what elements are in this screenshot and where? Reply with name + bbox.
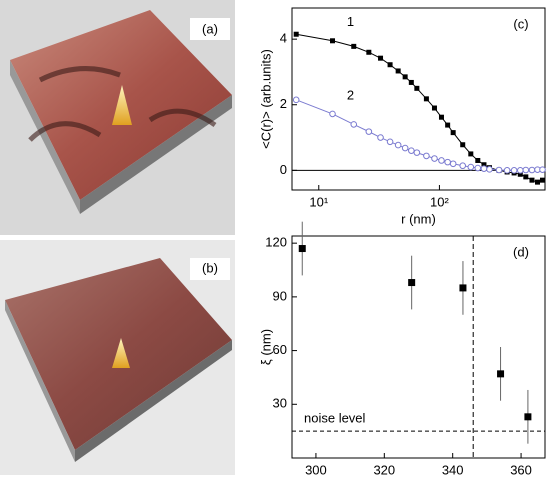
label-box xyxy=(503,242,539,264)
noise-label: noise level xyxy=(304,411,366,426)
marker xyxy=(459,284,467,292)
legend-label: 2 xyxy=(347,87,354,102)
marker xyxy=(293,31,299,37)
marker xyxy=(529,177,535,183)
marker xyxy=(408,79,414,85)
panel-label: (c) xyxy=(513,16,528,31)
label-box xyxy=(190,18,230,40)
marker xyxy=(517,171,523,177)
marker xyxy=(539,166,546,173)
peak-b xyxy=(112,338,130,368)
y-axis-label: ξ (nm) xyxy=(258,329,273,365)
marker xyxy=(395,68,401,74)
marker xyxy=(510,167,518,174)
marker xyxy=(497,370,505,378)
x-axis-label: r (nm) xyxy=(401,211,436,226)
series-line xyxy=(296,33,543,183)
marker xyxy=(330,38,336,44)
marker xyxy=(365,128,373,135)
series-line xyxy=(296,99,543,171)
x-tick-label: 360 xyxy=(510,462,532,475)
marker xyxy=(408,147,415,154)
panel-label: (d) xyxy=(513,244,529,259)
surface-a-valleys xyxy=(28,66,217,142)
marker xyxy=(539,177,545,183)
marker xyxy=(401,144,409,152)
y-tick-label: 0 xyxy=(280,162,287,177)
marker xyxy=(387,62,393,68)
marker xyxy=(474,164,482,172)
x-tick-label: 10¹ xyxy=(309,194,328,209)
marker xyxy=(423,96,429,102)
y-tick-label: 120 xyxy=(265,235,287,250)
marker xyxy=(431,155,438,162)
peak-a xyxy=(112,85,132,125)
marker xyxy=(475,157,481,163)
marker xyxy=(394,141,402,149)
marker xyxy=(480,165,488,172)
marker xyxy=(481,162,487,168)
surface-b-side xyxy=(5,300,75,462)
label-box xyxy=(190,258,230,280)
surface-b-side xyxy=(75,340,232,462)
x-tick-label: 340 xyxy=(442,462,464,475)
marker xyxy=(524,413,532,421)
marker xyxy=(495,166,503,174)
marker xyxy=(449,160,457,168)
marker xyxy=(467,163,475,171)
marker xyxy=(444,158,451,166)
marker xyxy=(329,110,336,118)
marker xyxy=(460,142,466,148)
marker xyxy=(523,174,529,180)
marker xyxy=(413,149,421,156)
surface-a-side xyxy=(80,95,232,214)
marker xyxy=(350,121,358,128)
marker xyxy=(378,55,384,61)
marker xyxy=(522,166,530,174)
marker xyxy=(486,166,493,173)
label-box xyxy=(503,14,539,36)
marker xyxy=(408,279,416,287)
plot-frame xyxy=(291,7,546,191)
marker xyxy=(516,167,524,174)
y-tick-label: 60 xyxy=(273,342,287,357)
marker xyxy=(298,245,306,253)
marker xyxy=(402,74,408,80)
x-tick-label: 300 xyxy=(305,462,327,475)
y-tick-label: 4 xyxy=(280,31,287,46)
legend-label: 1 xyxy=(347,14,354,29)
x-tick-label: 10² xyxy=(430,194,449,209)
marker xyxy=(431,105,437,111)
marker xyxy=(438,114,444,120)
marker xyxy=(468,151,474,157)
y-tick-label: 90 xyxy=(273,288,287,303)
panel-label: (b) xyxy=(202,260,218,275)
marker xyxy=(423,152,430,160)
marker xyxy=(438,157,445,164)
marker xyxy=(414,85,420,91)
marker xyxy=(503,167,511,174)
marker xyxy=(459,162,467,170)
y-axis-label: <C(r)> (arb.units) xyxy=(258,49,273,149)
x-tick-label: 320 xyxy=(373,462,395,475)
marker xyxy=(377,134,384,141)
marker xyxy=(292,96,300,104)
marker xyxy=(528,166,536,174)
marker xyxy=(366,49,372,55)
y-tick-label: 2 xyxy=(280,96,287,111)
marker xyxy=(535,179,541,185)
marker xyxy=(445,122,451,128)
marker xyxy=(351,43,357,49)
surface-a-side xyxy=(10,60,80,214)
y-tick-label: 30 xyxy=(273,396,287,411)
marker xyxy=(450,130,456,136)
plot-frame xyxy=(291,235,546,459)
marker xyxy=(386,138,394,146)
panel-label: (a) xyxy=(202,21,218,36)
